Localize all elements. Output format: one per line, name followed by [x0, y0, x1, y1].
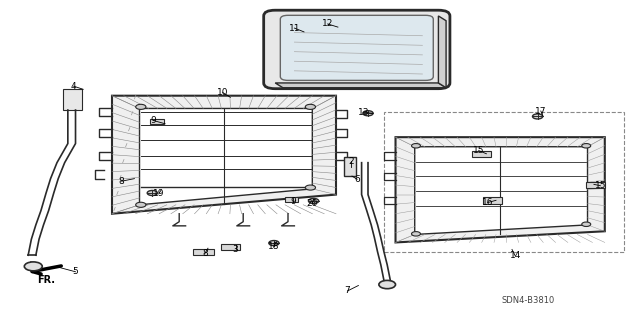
Text: 13: 13 [358, 108, 369, 117]
Circle shape [269, 241, 279, 246]
Text: 8: 8 [202, 249, 207, 258]
Circle shape [305, 185, 316, 190]
Circle shape [24, 262, 42, 271]
Text: 18: 18 [268, 242, 280, 251]
Text: 7: 7 [345, 286, 350, 295]
Text: 15: 15 [473, 146, 484, 155]
Circle shape [363, 111, 373, 116]
Bar [150, 119, 164, 124]
Circle shape [412, 232, 420, 236]
Circle shape [136, 202, 146, 207]
Text: 16: 16 [482, 198, 493, 207]
Text: 14: 14 [509, 251, 521, 260]
Text: SDN4-B3810: SDN4-B3810 [501, 296, 555, 305]
Text: FR.: FR. [37, 275, 55, 285]
Circle shape [379, 280, 396, 289]
Circle shape [532, 114, 543, 119]
Text: 4: 4 [71, 82, 76, 91]
Text: 9: 9 [291, 197, 296, 206]
Circle shape [582, 222, 591, 226]
Polygon shape [140, 108, 312, 205]
Bar [221, 244, 240, 250]
Text: 15: 15 [595, 181, 606, 190]
Bar [483, 197, 502, 204]
Text: 2: 2 [348, 157, 353, 166]
Polygon shape [396, 137, 605, 242]
Bar [344, 157, 356, 176]
Bar [472, 151, 491, 157]
Text: 8: 8 [119, 177, 124, 186]
Text: 9: 9 [151, 116, 156, 125]
Text: 11: 11 [289, 24, 300, 33]
Polygon shape [275, 83, 446, 88]
Circle shape [412, 144, 420, 148]
Bar [63, 89, 82, 110]
FancyBboxPatch shape [280, 15, 433, 80]
Text: 12: 12 [322, 19, 333, 28]
Circle shape [308, 198, 319, 204]
Circle shape [582, 144, 591, 148]
Text: 10: 10 [217, 88, 228, 97]
Circle shape [305, 104, 316, 109]
Text: 3: 3 [233, 245, 238, 254]
Circle shape [147, 190, 157, 196]
FancyBboxPatch shape [264, 10, 450, 89]
Polygon shape [112, 96, 336, 214]
Text: 17: 17 [535, 107, 547, 115]
Text: 20: 20 [307, 199, 318, 208]
Text: 5: 5 [73, 267, 78, 276]
Bar [384, 112, 624, 252]
Text: 6: 6 [355, 175, 360, 184]
Polygon shape [438, 16, 446, 88]
Bar [586, 182, 605, 188]
Polygon shape [415, 147, 588, 234]
Bar [285, 197, 298, 202]
Bar [193, 249, 214, 255]
Text: 19: 19 [153, 189, 164, 198]
Circle shape [136, 104, 146, 109]
